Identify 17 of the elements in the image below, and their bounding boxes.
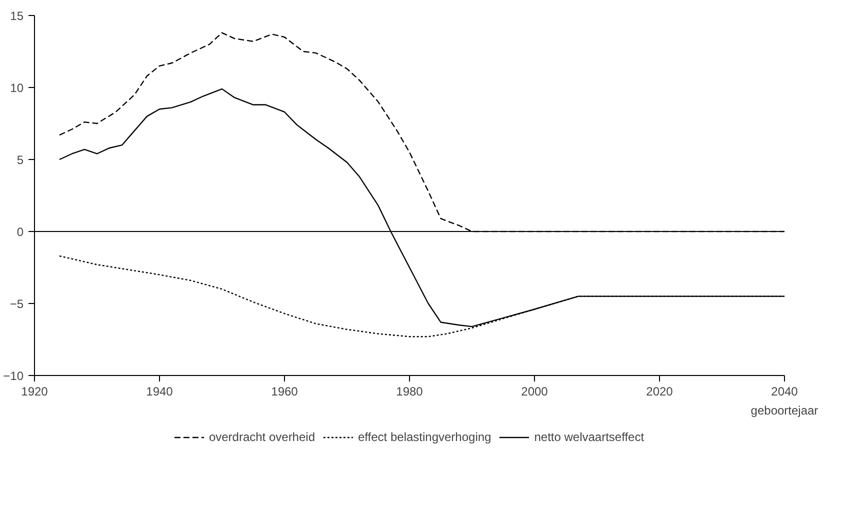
x-tick-label: 1940 xyxy=(146,384,174,398)
legend-label: effect belastingverhoging xyxy=(358,430,492,444)
x-tick-label: 1980 xyxy=(396,384,424,398)
x-tick-label: 2000 xyxy=(521,384,548,398)
x-tick-label: 2020 xyxy=(646,384,674,398)
y-tick-label: 0 xyxy=(16,225,24,239)
x-axis-title: geboortejaar xyxy=(750,404,818,418)
x-tick-label: 1960 xyxy=(271,384,298,398)
y-tick-label: 5 xyxy=(16,153,24,167)
y-tick-label: 10 xyxy=(10,81,24,95)
y-tick-label: −5 xyxy=(10,297,24,311)
x-tick-label: 1920 xyxy=(21,384,48,398)
y-tick-label: 15 xyxy=(10,9,24,23)
y-tick-label: −10 xyxy=(3,369,24,383)
x-tick-label: 2040 xyxy=(771,384,798,398)
legend-label: overdracht overheid xyxy=(208,430,315,444)
legend-label: netto welvaartseffect xyxy=(534,430,644,444)
